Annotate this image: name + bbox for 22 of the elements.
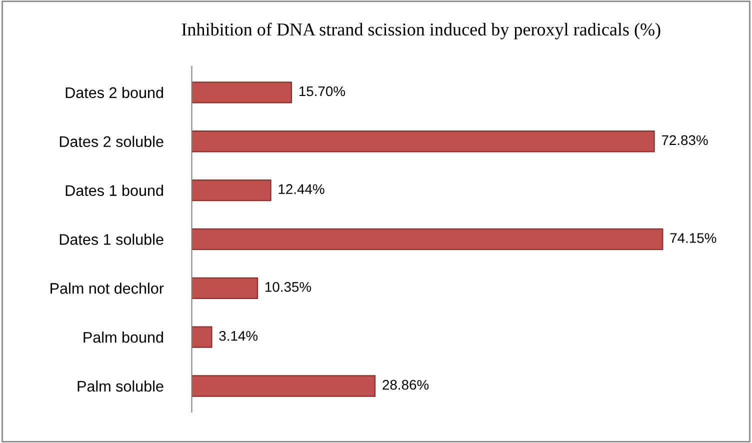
bar [192,130,655,152]
y-tick-label: Dates 2 bound [66,86,164,98]
data-label: 74.15% [670,233,716,243]
bar [192,375,376,397]
data-label: 15.70% [299,86,346,96]
y-tick-label: Palm not dechlor [50,282,164,294]
data-label: 28.86% [382,380,429,390]
data-label: 12.44% [278,184,324,194]
bar [192,228,664,250]
bar [192,179,272,202]
data-label: 10.35% [265,282,312,292]
data-label: 72.83% [662,135,708,146]
bar [192,82,292,104]
bar [192,326,212,348]
y-tick-label: Palm soluble [78,380,164,392]
y-tick-label: Palm bound [84,332,164,343]
chart-title: Inhibition of DNA strand scission induced by peroxyl radicals (%) [182,22,660,40]
bar [192,277,258,299]
data-label: 3.14% [219,330,258,341]
y-tick-label: Dates 2 soluble [60,136,164,148]
y-tick-label: Dates 1 bound [66,184,164,196]
y-tick-label: Dates 1 soluble [60,234,164,245]
